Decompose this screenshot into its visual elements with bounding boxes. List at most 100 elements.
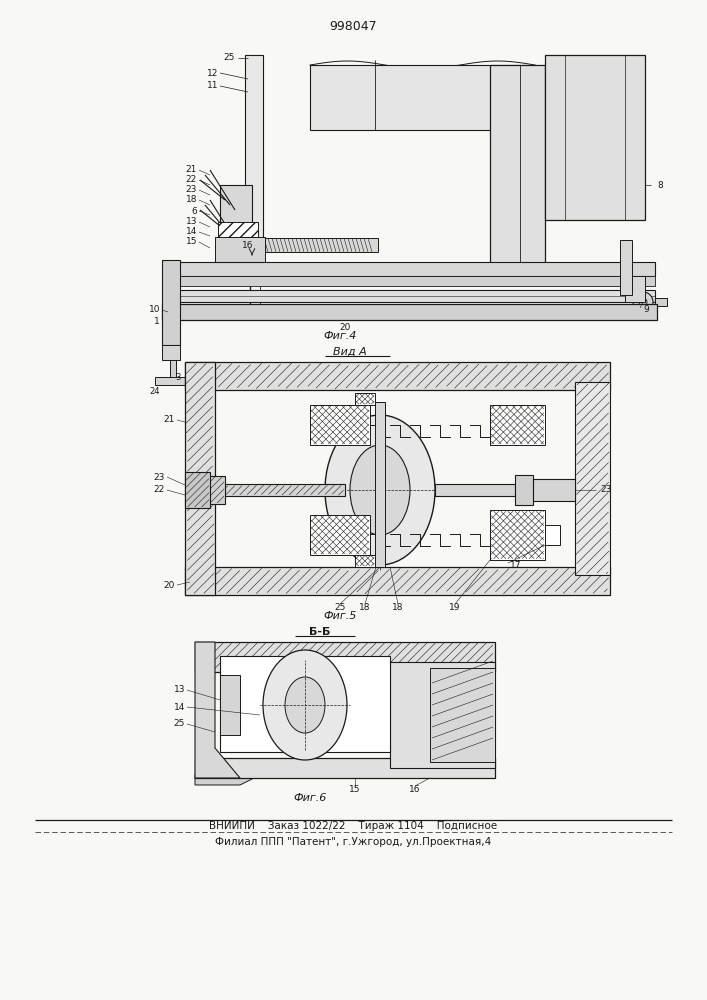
Bar	[186, 568, 609, 594]
Text: 12: 12	[206, 68, 218, 78]
Text: 17: 17	[510, 560, 522, 570]
Text: Филиал ППП "Патент", г.Ужгород, ул.Проектная,4: Филиал ППП "Патент", г.Ужгород, ул.Проек…	[215, 837, 491, 847]
Bar	[356, 556, 374, 566]
Text: Б-Б: Б-Б	[310, 627, 331, 637]
Bar	[218, 237, 258, 255]
Ellipse shape	[350, 445, 410, 535]
Bar	[375, 402, 385, 567]
Bar	[356, 556, 374, 566]
Bar	[185, 362, 610, 390]
Bar	[186, 363, 214, 594]
Text: 20: 20	[163, 580, 175, 589]
Ellipse shape	[263, 650, 347, 760]
Bar	[311, 516, 369, 554]
Bar	[155, 377, 185, 385]
Bar	[310, 65, 535, 130]
Bar	[220, 675, 240, 735]
Text: 11: 11	[206, 82, 218, 91]
Bar	[165, 290, 655, 302]
Bar	[216, 485, 344, 495]
Bar	[655, 298, 667, 306]
Bar	[491, 406, 544, 444]
Bar	[515, 475, 533, 505]
Text: 1: 1	[154, 318, 160, 326]
Text: 25: 25	[334, 602, 346, 611]
Text: 22: 22	[186, 176, 197, 184]
Bar	[490, 405, 545, 445]
Text: ВНИИПИ    Заказ 1022/22    Тираж 1104    Подписное: ВНИИПИ Заказ 1022/22 Тираж 1104 Подписно…	[209, 821, 497, 831]
Bar	[195, 758, 495, 778]
Bar	[162, 345, 180, 360]
Text: 21: 21	[186, 165, 197, 174]
Bar	[355, 393, 375, 405]
Bar	[258, 238, 378, 252]
Text: 15: 15	[349, 784, 361, 794]
Bar	[220, 185, 252, 240]
Bar	[390, 662, 495, 768]
Text: 3: 3	[175, 372, 181, 381]
Bar	[185, 362, 215, 595]
Bar	[490, 510, 545, 560]
Text: 24: 24	[150, 386, 160, 395]
Bar	[311, 406, 369, 444]
Text: 18: 18	[185, 196, 197, 205]
Bar	[165, 262, 655, 276]
Text: 25: 25	[223, 53, 235, 62]
Text: Фиг.6: Фиг.6	[293, 793, 327, 803]
Bar	[245, 55, 263, 280]
Bar	[215, 484, 345, 496]
Text: 23: 23	[600, 486, 612, 494]
Text: 998047: 998047	[329, 20, 377, 33]
Text: 20: 20	[339, 324, 351, 332]
Bar	[310, 405, 370, 445]
Bar	[356, 394, 374, 404]
Bar	[490, 65, 545, 270]
Text: 13: 13	[173, 686, 185, 694]
Text: 9: 9	[643, 306, 649, 314]
Text: 25: 25	[174, 720, 185, 728]
Text: Фиг.4: Фиг.4	[323, 331, 357, 341]
Bar	[620, 240, 632, 295]
Circle shape	[633, 292, 653, 312]
Bar	[208, 477, 224, 503]
Bar	[162, 260, 180, 345]
Bar	[491, 511, 544, 559]
Text: 8: 8	[657, 180, 663, 190]
Text: Фиг.5: Фиг.5	[323, 611, 357, 621]
Bar	[430, 668, 495, 762]
Polygon shape	[195, 642, 240, 778]
Text: 6: 6	[192, 207, 197, 216]
Bar	[218, 222, 258, 237]
Bar	[310, 515, 370, 555]
Bar	[533, 479, 575, 501]
Bar	[196, 643, 494, 671]
Bar	[185, 567, 610, 595]
Text: 10: 10	[148, 306, 160, 314]
Text: 18: 18	[392, 602, 404, 611]
Circle shape	[639, 298, 647, 306]
Bar	[435, 484, 515, 496]
Ellipse shape	[325, 415, 435, 565]
Bar	[186, 363, 609, 389]
Bar	[162, 304, 657, 320]
Text: 16: 16	[409, 784, 421, 794]
Bar	[207, 476, 225, 504]
Text: 14: 14	[174, 702, 185, 712]
Bar	[195, 642, 495, 672]
Bar	[215, 237, 265, 265]
Polygon shape	[195, 775, 260, 785]
Ellipse shape	[285, 677, 325, 733]
Bar	[186, 473, 209, 507]
Text: 15: 15	[185, 237, 197, 246]
Bar	[575, 382, 610, 575]
Bar	[165, 276, 655, 286]
Bar	[220, 656, 390, 752]
Text: 16: 16	[243, 241, 254, 250]
Bar	[311, 406, 369, 444]
Bar	[170, 360, 176, 380]
Bar	[185, 472, 210, 508]
Bar	[545, 525, 560, 545]
Text: 23: 23	[153, 473, 165, 482]
Text: 14: 14	[186, 228, 197, 236]
Text: 23: 23	[186, 186, 197, 194]
